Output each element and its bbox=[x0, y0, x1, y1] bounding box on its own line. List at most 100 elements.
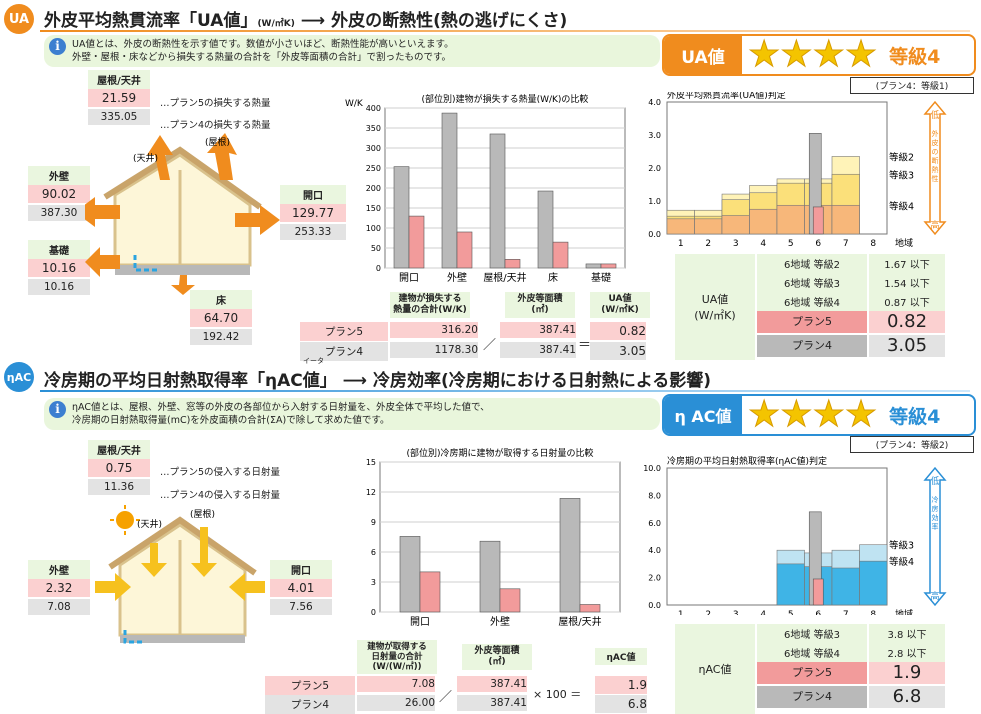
ua-part-wall: 外壁 90.02 387.30 bbox=[28, 166, 90, 221]
plan-bar bbox=[812, 206, 824, 235]
arrow-up-icon bbox=[207, 133, 237, 180]
judge-plan5-value: 0.82 bbox=[869, 311, 945, 333]
bar bbox=[479, 540, 501, 613]
y-tick-label: 3.0 bbox=[648, 131, 661, 140]
plan4-value: 7.08 bbox=[28, 599, 90, 615]
ua-plan-note: (プラン4：等級1) bbox=[850, 77, 974, 94]
ua-grade-stars: ★★★★ bbox=[747, 34, 878, 75]
y-tick-label: 3 bbox=[371, 578, 376, 587]
range-bar bbox=[831, 567, 860, 606]
roof-label: (屋根) bbox=[190, 508, 215, 520]
star-icon: ★ bbox=[780, 394, 813, 435]
double-arrow-icon bbox=[923, 466, 947, 607]
star-icon: ★ bbox=[844, 394, 878, 435]
star-icon: ★ bbox=[844, 34, 878, 75]
ua-judge-chart: 外皮平均熱貫流率(UA値)判定 0.0 1.0 2.0 3.0 4.0 1 2 3 4 5 6 7 8 地域… bbox=[648, 92, 947, 249]
arrow-down-icon bbox=[171, 275, 195, 295]
y-tick-label: 0.0 bbox=[648, 230, 661, 239]
scale-label-char: の bbox=[932, 148, 939, 156]
range-bar bbox=[776, 204, 805, 235]
calc-plan4-value: 6.8 bbox=[595, 695, 647, 713]
scale-label-char: 効 bbox=[932, 513, 939, 522]
chart-title: 外皮平均熱貫流率(UA値)判定 bbox=[667, 92, 786, 101]
bar bbox=[552, 241, 569, 269]
ua-legend-plan5: …プラン5の損失する熱量 bbox=[160, 98, 271, 109]
judge-row-name: 6地域 等級4 bbox=[757, 292, 867, 311]
plan5-value: 10.16 bbox=[28, 259, 90, 277]
ua-house-illustration: (天井) (屋根) bbox=[85, 133, 280, 295]
judge-label: ηAC値 bbox=[675, 624, 755, 714]
house-insulation bbox=[133, 255, 160, 272]
part-label: 外壁 bbox=[28, 560, 90, 579]
ua-loss-chart: 0 50 100 150 200 250 300 350 400 (部位別)建物が損失する熱量(W… bbox=[345, 93, 626, 284]
x-tick-label: 6 bbox=[815, 610, 821, 615]
ua-judge-table: UA値 (W/㎡K) 6地域 等級2 1.67 以下 6地域 等級3 1.54 … bbox=[675, 254, 960, 360]
eta-calc-table: 建物が取得する 日射量の合計 (W/(W/㎡)) 外皮等面積 (㎡) ηAC値 … bbox=[265, 640, 655, 714]
ua-grade-text: 等級4 bbox=[889, 45, 941, 68]
eta-judge-table: ηAC値 6地域 等級3 3.8 以下 6地域 等級4 2.8 以下 プラン5 … bbox=[675, 624, 960, 714]
grade-annotation: 等級3 bbox=[889, 540, 914, 552]
calc-times: × 100 ＝ bbox=[533, 688, 582, 701]
plan4-value: 253.33 bbox=[280, 224, 346, 240]
ua-section-title: 外皮平均熱貫流率「UA値」(W/㎡K) ⟶ 外皮の断熱性(熱の逃げにくさ) bbox=[44, 11, 568, 31]
ua-grade-label: UA値 bbox=[664, 36, 742, 74]
house-body bbox=[118, 523, 247, 637]
bar bbox=[408, 215, 425, 269]
scale-label-char: 外 bbox=[932, 129, 939, 138]
bar bbox=[399, 536, 421, 613]
y-tick-label: 15 bbox=[366, 458, 376, 467]
calc-plan5-value: 1.9 bbox=[595, 676, 647, 694]
eta-badge: ηAC bbox=[4, 362, 34, 392]
y-tick-label: 4.0 bbox=[648, 546, 661, 555]
y-tick-label: 6.0 bbox=[648, 519, 661, 528]
arrow-down-icon bbox=[191, 527, 217, 577]
x-tick-label: 3 bbox=[733, 610, 739, 615]
y-tick-label: 2.0 bbox=[648, 574, 661, 583]
calc-header-total: 建物が損失する 熱量の合計(W/K) bbox=[390, 292, 470, 318]
eta-ruby: イータ bbox=[303, 357, 324, 365]
x-tick-label: 基礎 bbox=[591, 271, 611, 284]
x-tick-label: 床 bbox=[548, 271, 558, 284]
ua-note: i UA値とは、外皮の断熱性を示す値です。数値が小さいほど、断熱性能が高いといえ… bbox=[44, 35, 660, 67]
y-tick-label: 300 bbox=[366, 144, 381, 153]
calc-header-total: 建物が取得する 日射量の合計 (W/(W/㎡)) bbox=[357, 640, 437, 674]
house-roof bbox=[103, 146, 262, 210]
eta-house-illustration: (天井) (屋根) bbox=[95, 505, 265, 644]
judge-plan5-value: 1.9 bbox=[869, 662, 945, 684]
judge-row-value: 3.8 以下 bbox=[869, 624, 945, 643]
eta-grade-box: η AC値 ★★★★ 等級4 bbox=[662, 394, 976, 436]
calc-plan4-value: 3.05 bbox=[590, 342, 646, 360]
ua-part-roof: 屋根/天井 21.59 335.05 bbox=[88, 70, 150, 125]
scale-label-char: 皮 bbox=[932, 138, 939, 147]
scale-label-char: 断 bbox=[932, 156, 939, 165]
y-tick-label: 0.0 bbox=[648, 601, 661, 610]
x-tick-label: 4 bbox=[760, 610, 766, 615]
calc-plan4-total: 26.00 bbox=[357, 695, 435, 711]
roof-label: (屋根) bbox=[205, 136, 230, 148]
calc-slash: ／ bbox=[439, 690, 453, 705]
y-tick-label: 50 bbox=[371, 244, 381, 253]
info-icon: i bbox=[49, 401, 66, 418]
judge-row-value: 1.67 以下 bbox=[869, 254, 945, 273]
y-tick-label: 9 bbox=[371, 518, 376, 527]
calc-plan5-total: 7.08 bbox=[357, 676, 435, 692]
calc-plan5-label: プラン5 bbox=[300, 322, 388, 341]
bar bbox=[419, 571, 441, 613]
judge-plan4-value: 6.8 bbox=[869, 686, 945, 708]
eta-part-roof: 屋根/天井 0.75 11.36 bbox=[88, 440, 150, 495]
part-label: 屋根/天井 bbox=[88, 440, 150, 459]
judge-plan5-label: プラン5 bbox=[757, 311, 867, 333]
grade-annotation: 等級3 bbox=[889, 169, 914, 181]
scale-top-label: 低 bbox=[930, 475, 939, 487]
part-label: 外壁 bbox=[28, 166, 90, 185]
x-tick-label: 3 bbox=[733, 239, 739, 249]
scale-label-char: 熱 bbox=[932, 165, 939, 174]
calc-header-value: ηAC値 bbox=[595, 648, 647, 665]
x-tick-label: 7 bbox=[843, 610, 849, 615]
sun-rays bbox=[110, 505, 140, 535]
judge-plan4-label: プラン4 bbox=[757, 686, 867, 708]
plan4-value: 387.30 bbox=[28, 205, 90, 221]
ua-badge: UA bbox=[4, 4, 34, 34]
bar bbox=[585, 263, 602, 269]
